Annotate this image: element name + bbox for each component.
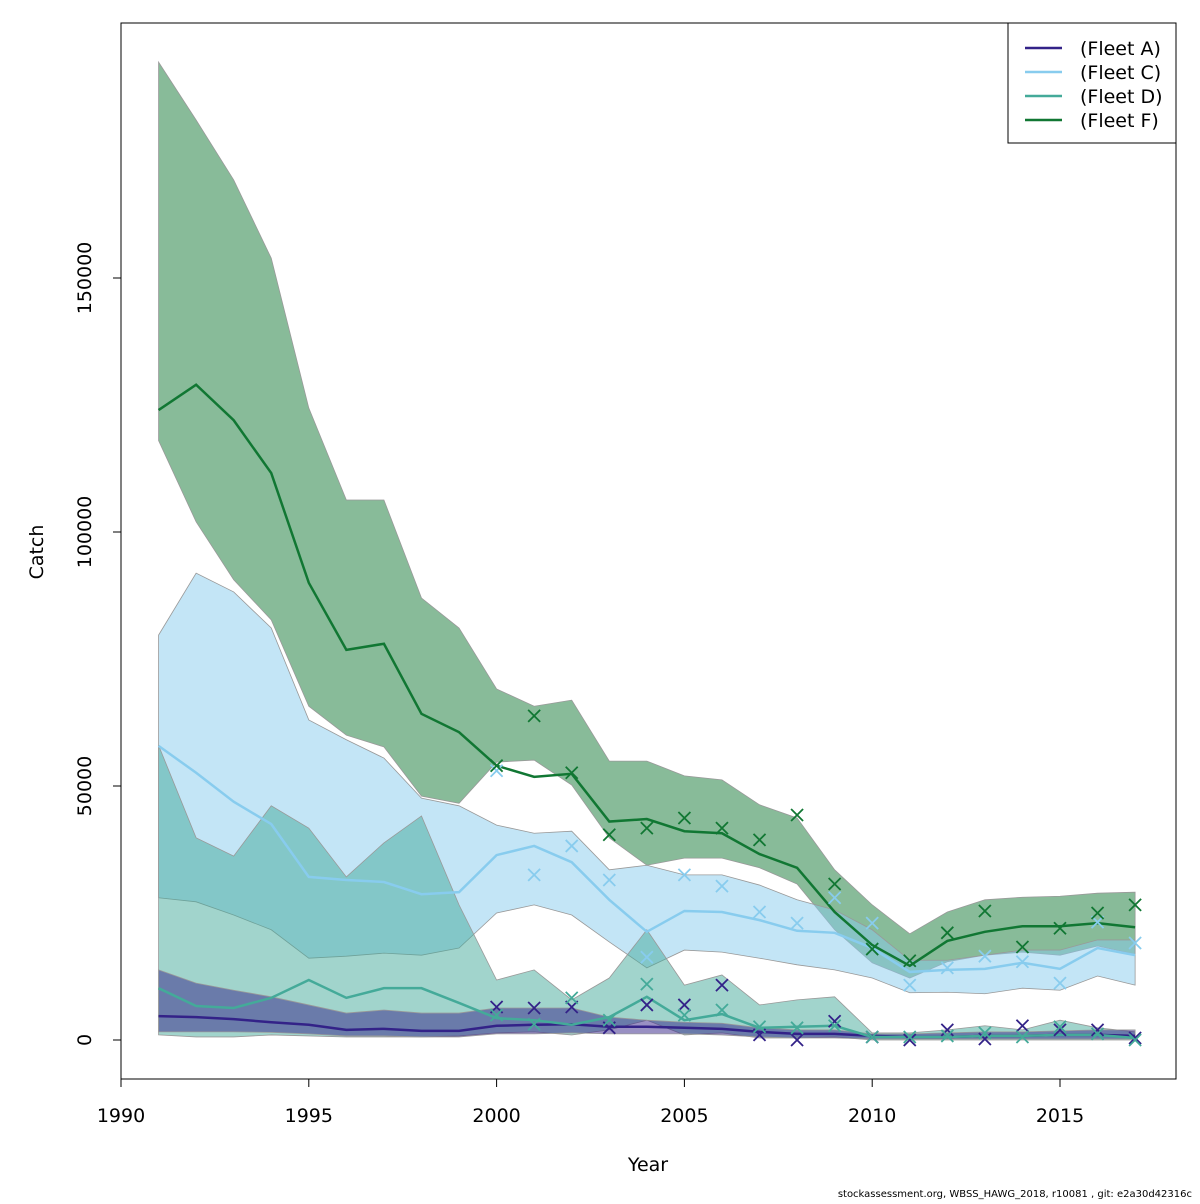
point-fleet-c [978, 949, 992, 963]
point-fleet-c [865, 916, 879, 930]
x-axis: 1990 1995 2000 2005 2010 2015 [97, 1078, 1084, 1127]
point-fleet-f [565, 766, 579, 780]
point-fleet-c [489, 764, 504, 778]
svg-text:(Fleet F): (Fleet F) [1080, 110, 1159, 132]
point-fleet-c [1053, 976, 1067, 990]
point-fleet-f [940, 926, 954, 940]
point-fleet-f [752, 833, 767, 847]
point-fleet-d [640, 977, 654, 991]
svg-text:(Fleet A): (Fleet A) [1080, 38, 1161, 60]
point-fleet-f [527, 709, 541, 723]
point-fleet-c [790, 916, 804, 930]
point-fleet-a [640, 998, 654, 1012]
point-fleet-f [1090, 906, 1105, 920]
x-tick-label: 1990 [97, 1105, 145, 1127]
legend-item: (Fleet C) [1025, 62, 1161, 84]
estimate-lines [157, 383, 1136, 1040]
point-fleet-d [489, 1008, 504, 1022]
point-fleet-d [978, 1026, 992, 1040]
point-fleet-d [715, 1003, 729, 1017]
point-fleet-c [828, 891, 842, 905]
point-fleet-d [527, 1017, 541, 1031]
point-fleet-c [527, 868, 541, 882]
point-fleet-c [565, 839, 579, 853]
x-tick-label: 2005 [660, 1105, 708, 1127]
legend-item: (Fleet D) [1025, 86, 1163, 108]
x-tick-label: 1995 [285, 1105, 333, 1127]
point-fleet-f [677, 811, 692, 825]
point-fleet-f [715, 821, 729, 835]
point-fleet-f [865, 942, 879, 956]
footer-text: stockassessment.org, WBSS_HAWG_2018, r10… [838, 1189, 1192, 1200]
point-fleet-a [1128, 1031, 1142, 1045]
point-fleet-f [828, 877, 842, 891]
point-fleet-a [828, 1014, 842, 1028]
point-fleet-f [978, 904, 992, 918]
legend-item: (Fleet F) [1025, 110, 1159, 132]
legend-box [1007, 22, 1177, 144]
point-fleet-a [940, 1023, 954, 1037]
point-fleet-c [903, 978, 917, 992]
y-axis: 0 50000 100000 150000 [74, 242, 122, 1046]
line-fleet-f [157, 383, 1136, 968]
point-fleet-f [640, 821, 654, 835]
point-fleet-a [677, 998, 692, 1012]
point-fleet-d [865, 1030, 879, 1044]
line-fleet-c [157, 744, 1136, 974]
point-fleet-a [715, 978, 729, 992]
point-fleet-c [1128, 936, 1142, 950]
point-fleet-f [602, 828, 616, 842]
point-fleet-a [527, 1001, 541, 1015]
point-fleet-d [790, 1021, 804, 1035]
point-fleet-f [1128, 898, 1142, 912]
point-fleet-f [1015, 940, 1030, 954]
legend-item: (Fleet A) [1025, 38, 1161, 60]
point-fleet-d [903, 1030, 917, 1044]
point-fleet-f [489, 759, 504, 773]
point-fleet-d [1053, 1020, 1067, 1034]
observed-points [489, 709, 1142, 1047]
point-fleet-c [940, 961, 954, 975]
line-fleet-d [158, 978, 1136, 1040]
point-fleet-d [565, 991, 579, 1005]
point-fleet-c [752, 905, 767, 919]
y-tick-label: 0 [74, 1034, 96, 1046]
point-fleet-d [1015, 1030, 1030, 1044]
point-fleet-f [790, 808, 804, 822]
y-tick-label: 100000 [74, 496, 96, 569]
point-fleet-c [602, 873, 616, 887]
point-fleet-a [790, 1033, 804, 1047]
svg-text:(Fleet D): (Fleet D) [1080, 86, 1163, 108]
y-axis-label: Catch [26, 525, 48, 580]
legend: (Fleet A)(Fleet C)(Fleet D)(Fleet F) [1007, 22, 1177, 144]
y-tick-label: 50000 [74, 756, 96, 816]
point-fleet-c [677, 868, 692, 882]
point-fleet-a [978, 1032, 992, 1046]
point-fleet-a [1015, 1019, 1030, 1033]
point-fleet-c [640, 950, 654, 964]
point-fleet-f [903, 954, 917, 968]
point-fleet-d [1090, 1027, 1105, 1041]
x-axis-label: Year [627, 1154, 668, 1176]
point-fleet-d [828, 1019, 842, 1033]
confidence-bands [158, 60, 1136, 1041]
x-tick-label: 2010 [848, 1105, 896, 1127]
point-fleet-a [903, 1033, 917, 1047]
point-fleet-a [1053, 1023, 1067, 1037]
point-fleet-d [1128, 1033, 1142, 1047]
point-fleet-d [602, 1013, 616, 1027]
svg-text:(Fleet C): (Fleet C) [1080, 62, 1161, 84]
point-fleet-d [940, 1029, 954, 1043]
point-fleet-c [1015, 955, 1030, 969]
x-tick-label: 2000 [472, 1105, 520, 1127]
point-fleet-f [1053, 921, 1067, 935]
point-fleet-c [715, 879, 729, 893]
y-tick-label: 150000 [74, 242, 96, 315]
point-fleet-d [677, 1008, 692, 1022]
point-fleet-d [752, 1020, 767, 1034]
point-fleet-a [1090, 1023, 1105, 1037]
x-tick-label: 2015 [1036, 1105, 1084, 1127]
